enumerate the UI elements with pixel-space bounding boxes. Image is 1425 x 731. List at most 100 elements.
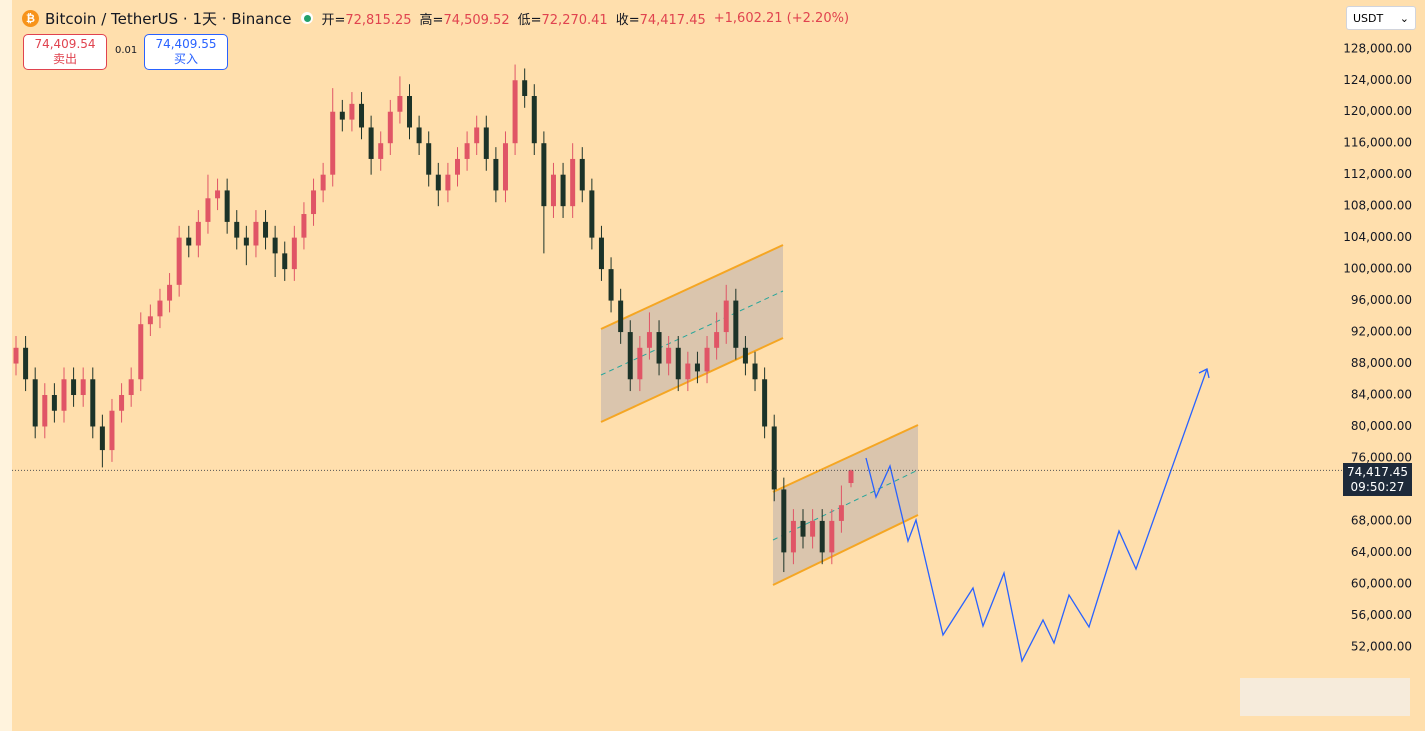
candle-body bbox=[550, 174, 556, 207]
sell-label: 卖出 bbox=[52, 52, 77, 66]
candle-body bbox=[483, 127, 489, 159]
candle-body bbox=[349, 103, 355, 120]
y-tick-label: 100,000.00 bbox=[1343, 262, 1412, 276]
y-tick-label: 104,000.00 bbox=[1343, 230, 1412, 244]
sell-button[interactable]: 74,409.54 卖出 bbox=[23, 34, 107, 70]
candle-body bbox=[637, 347, 643, 380]
candle-body bbox=[253, 221, 259, 246]
candle-body bbox=[560, 174, 566, 207]
watermark bbox=[1240, 678, 1410, 716]
candle-body bbox=[512, 80, 518, 144]
candle-body bbox=[359, 103, 365, 128]
left-edge bbox=[0, 0, 12, 731]
candle-body bbox=[128, 379, 134, 396]
candle-body bbox=[282, 253, 288, 270]
candle-body bbox=[119, 395, 125, 411]
candle-body bbox=[215, 190, 221, 199]
y-tick-label: 88,000.00 bbox=[1351, 356, 1412, 370]
y-tick-label: 64,000.00 bbox=[1351, 545, 1412, 559]
candle-body bbox=[704, 347, 710, 372]
candle-body bbox=[675, 347, 681, 380]
buy-label: 买入 bbox=[173, 52, 198, 66]
candle-body bbox=[810, 520, 816, 537]
candle-body bbox=[224, 190, 230, 222]
last-price: 74,417.45 bbox=[1346, 464, 1409, 479]
candle-body bbox=[848, 470, 854, 484]
candle-body bbox=[205, 198, 211, 222]
candle-body bbox=[618, 300, 624, 333]
candle-body bbox=[90, 379, 96, 427]
candle-body bbox=[838, 505, 844, 521]
candle-body bbox=[502, 143, 508, 191]
candle-body bbox=[685, 363, 691, 380]
candle-body bbox=[790, 520, 796, 553]
currency-select[interactable]: USDT ⌄ bbox=[1346, 6, 1416, 30]
candle-body bbox=[176, 237, 182, 285]
candle-body bbox=[263, 221, 269, 238]
candle-body bbox=[243, 237, 249, 246]
y-tick-label: 96,000.00 bbox=[1351, 293, 1412, 307]
candle-body bbox=[598, 237, 604, 270]
y-tick-label: 120,000.00 bbox=[1343, 104, 1412, 118]
price-tag: 74,417.45 09:50:27 bbox=[1343, 463, 1412, 496]
candle-body bbox=[99, 426, 105, 451]
y-tick-label: 112,000.00 bbox=[1343, 167, 1412, 181]
candle-body bbox=[368, 127, 374, 159]
candle-body bbox=[522, 80, 528, 96]
candle-body bbox=[445, 174, 451, 191]
projection-arrow bbox=[1198, 368, 1210, 379]
ohlc-open: 开=72,815.25 bbox=[321, 12, 412, 28]
status-dot bbox=[301, 12, 314, 24]
y-tick-label: 76,000.00 bbox=[1351, 450, 1412, 464]
candle-body bbox=[752, 363, 758, 380]
candle-body bbox=[608, 269, 614, 301]
candle-body bbox=[387, 111, 393, 144]
channel-edge bbox=[600, 337, 784, 423]
channel-midline bbox=[600, 290, 784, 376]
coin-icon: ₿ bbox=[22, 9, 39, 27]
spread: 0.01 bbox=[115, 45, 138, 56]
candle-body bbox=[694, 363, 700, 372]
candle-body bbox=[80, 379, 86, 396]
dropdown-arrow: ⌄ bbox=[1399, 11, 1409, 25]
symbol-title: Bitcoin / TetherUS · 1天 · Binance bbox=[45, 9, 292, 28]
ohlc-low: 低=72,270.41 bbox=[517, 12, 608, 28]
candle-body bbox=[493, 158, 499, 191]
candle-body bbox=[589, 190, 595, 238]
countdown: 09:50:27 bbox=[1350, 479, 1405, 494]
candle-body bbox=[61, 379, 67, 411]
candle-body bbox=[762, 379, 768, 427]
candle-body bbox=[109, 410, 115, 451]
candle-body bbox=[51, 395, 57, 411]
candle-body bbox=[627, 332, 633, 380]
candle-body bbox=[291, 237, 297, 270]
buy-price: 74,409.55 bbox=[155, 37, 217, 51]
candle-body bbox=[407, 95, 413, 128]
candle-body bbox=[234, 221, 240, 238]
candle-body bbox=[71, 379, 77, 396]
candle-body bbox=[454, 158, 460, 175]
candle-body bbox=[272, 237, 278, 254]
candle-body bbox=[579, 158, 585, 191]
candle-body bbox=[301, 214, 307, 238]
candle-body bbox=[435, 174, 441, 191]
candle-body bbox=[147, 316, 153, 325]
candle-body bbox=[541, 143, 547, 207]
candle-body bbox=[42, 395, 48, 427]
buy-button[interactable]: 74,409.55 买入 bbox=[144, 34, 228, 70]
candle-body bbox=[138, 324, 144, 380]
candle-body bbox=[426, 143, 432, 175]
candle-body bbox=[416, 127, 422, 144]
y-tick-label: 60,000.00 bbox=[1351, 576, 1412, 590]
candle-body bbox=[23, 347, 29, 380]
candle-body bbox=[397, 95, 403, 112]
candle-body bbox=[330, 111, 336, 175]
candle-body bbox=[186, 237, 192, 246]
channel-edge bbox=[600, 244, 784, 330]
candle-body bbox=[666, 347, 672, 364]
candle-body bbox=[167, 284, 173, 301]
candle-body bbox=[464, 143, 470, 159]
y-tick-label: 92,000.00 bbox=[1351, 325, 1412, 339]
